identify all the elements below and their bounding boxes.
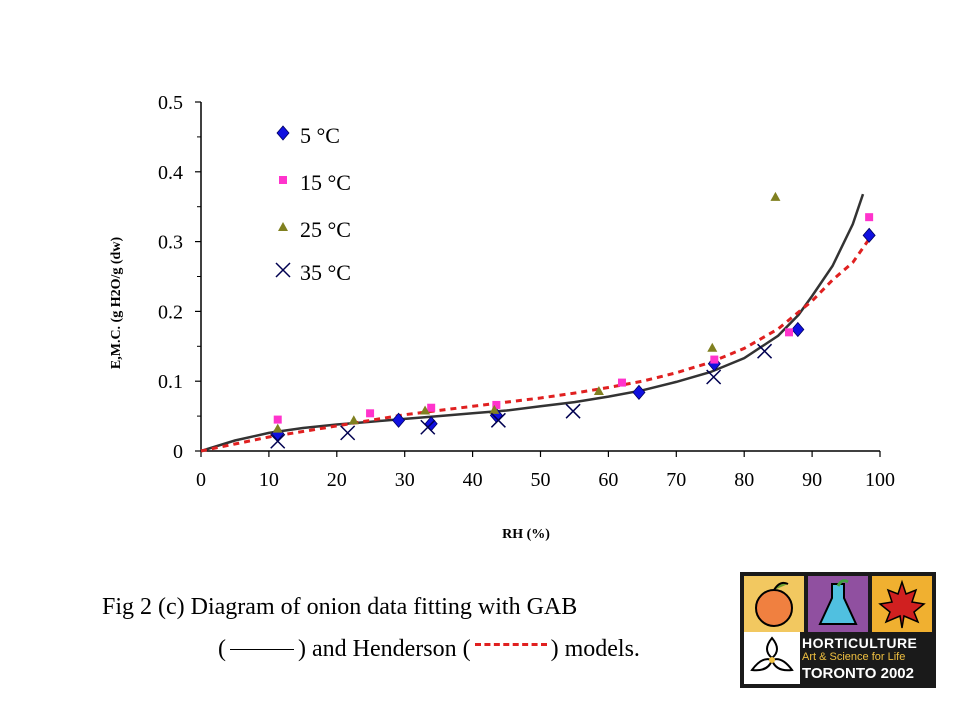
data-point-series-3 bbox=[348, 415, 359, 425]
legend-marker-1 bbox=[276, 125, 290, 141]
x-tick-label: 0 bbox=[196, 469, 206, 491]
y-tick-label: 0.1 bbox=[158, 371, 183, 393]
data-point-series-4 bbox=[565, 403, 581, 419]
logo-tagline: Art & Science for Life bbox=[802, 651, 906, 663]
peach-tile bbox=[744, 576, 804, 632]
data-point-series-4 bbox=[340, 425, 356, 441]
legend-label-3: 25 °C bbox=[300, 217, 351, 242]
data-point-series-1 bbox=[632, 384, 646, 400]
data-point-series-3 bbox=[770, 191, 781, 201]
data-point-series-2 bbox=[865, 213, 874, 222]
y-tick-label: 0 bbox=[173, 441, 183, 463]
data-point-series-3 bbox=[272, 423, 283, 433]
data-point-series-2 bbox=[617, 378, 626, 387]
x-axis-title: RH (%) bbox=[502, 527, 550, 542]
trillium-icon bbox=[750, 636, 794, 672]
model-curve-gab bbox=[200, 193, 865, 453]
axis-ticks: 0 10 20 30 40 50 60 70 80 90 100 0 0.1 0.2 0.3 0.4 0.5 bbox=[158, 92, 895, 491]
data-point-series-3 bbox=[593, 385, 604, 395]
data-point-series-3 bbox=[707, 342, 718, 352]
legend-marker-2 bbox=[279, 176, 287, 184]
y-tick-label: 0.3 bbox=[158, 232, 183, 254]
y-tick-label: 0.5 bbox=[158, 92, 183, 114]
horticulture-toronto-logo: HORTICULTURE Art & Science for Life TORO… bbox=[740, 572, 936, 688]
legend-label-1: 5 °C bbox=[300, 123, 340, 148]
legend: 5 °C 15 °C 25 °C 35 °C bbox=[275, 123, 351, 285]
legend-marker-3 bbox=[278, 222, 288, 231]
x-tick-label: 10 bbox=[259, 469, 279, 491]
caption-end-text: ) models. bbox=[550, 636, 640, 662]
x-tick-label: 30 bbox=[395, 469, 415, 491]
data-point-series-4 bbox=[420, 419, 436, 435]
logo-title: HORTICULTURE bbox=[802, 635, 918, 651]
data-point-series-2 bbox=[785, 328, 794, 337]
data-point-series-4 bbox=[490, 412, 506, 428]
peach-icon bbox=[755, 581, 793, 627]
data-point-series-2 bbox=[273, 415, 282, 424]
y-tick-label: 0.4 bbox=[158, 162, 183, 184]
data-point-series-3 bbox=[489, 404, 500, 414]
data-point-series-1 bbox=[392, 412, 406, 428]
data-point-series-4 bbox=[706, 369, 722, 385]
data-point-series-1 bbox=[791, 321, 805, 338]
legend-label-2: 15 °C bbox=[300, 170, 351, 195]
trillium-tile bbox=[744, 632, 800, 684]
x-tick-label: 40 bbox=[463, 469, 483, 491]
legend-marker-4 bbox=[275, 262, 291, 278]
data-point-series-4 bbox=[757, 343, 773, 359]
henderson-line-sample bbox=[474, 643, 547, 646]
data-point-series-3 bbox=[420, 405, 431, 415]
data-point-series-2 bbox=[710, 355, 719, 364]
x-tick-label: 70 bbox=[666, 469, 686, 491]
data-points bbox=[270, 191, 876, 449]
model-curves bbox=[200, 193, 872, 453]
gab-line-sample bbox=[230, 649, 294, 650]
y-axis-title: E,M.C. (g H2O/g (dw) bbox=[109, 237, 124, 370]
data-point-series-1 bbox=[862, 227, 876, 243]
maple-leaf-tile bbox=[872, 576, 932, 632]
y-axis-title-group: E,M.C. (g H2O/g (dw) bbox=[109, 237, 124, 370]
x-tick-label: 80 bbox=[734, 469, 754, 491]
data-point-series-4 bbox=[270, 433, 286, 449]
data-point-series-2 bbox=[492, 400, 501, 409]
caption-henderson-text: ) and Henderson ( bbox=[298, 636, 471, 662]
flask-tile bbox=[808, 576, 868, 632]
figure-caption-line2: ( ) and Henderson ( ) models. bbox=[218, 636, 640, 663]
x-tick-label: 60 bbox=[598, 469, 618, 491]
x-tick-label: 90 bbox=[802, 469, 822, 491]
figure-caption-line1: Fig 2 (c) Diagram of onion data fitting … bbox=[102, 594, 578, 620]
legend-label-4: 35 °C bbox=[300, 260, 351, 285]
flask-icon bbox=[818, 579, 858, 625]
logo-event: TORONTO 2002 bbox=[802, 665, 914, 682]
caption-open-paren: ( bbox=[218, 636, 226, 662]
maple-leaf-icon bbox=[878, 579, 926, 629]
data-point-series-2 bbox=[366, 409, 375, 418]
logo-text: HORTICULTURE Art & Science for Life TORO… bbox=[802, 636, 917, 681]
x-tick-label: 20 bbox=[327, 469, 347, 491]
y-tick-label: 0.2 bbox=[158, 301, 183, 323]
x-tick-label: 100 bbox=[865, 469, 895, 491]
x-tick-label: 50 bbox=[531, 469, 551, 491]
data-point-series-2 bbox=[427, 403, 436, 412]
